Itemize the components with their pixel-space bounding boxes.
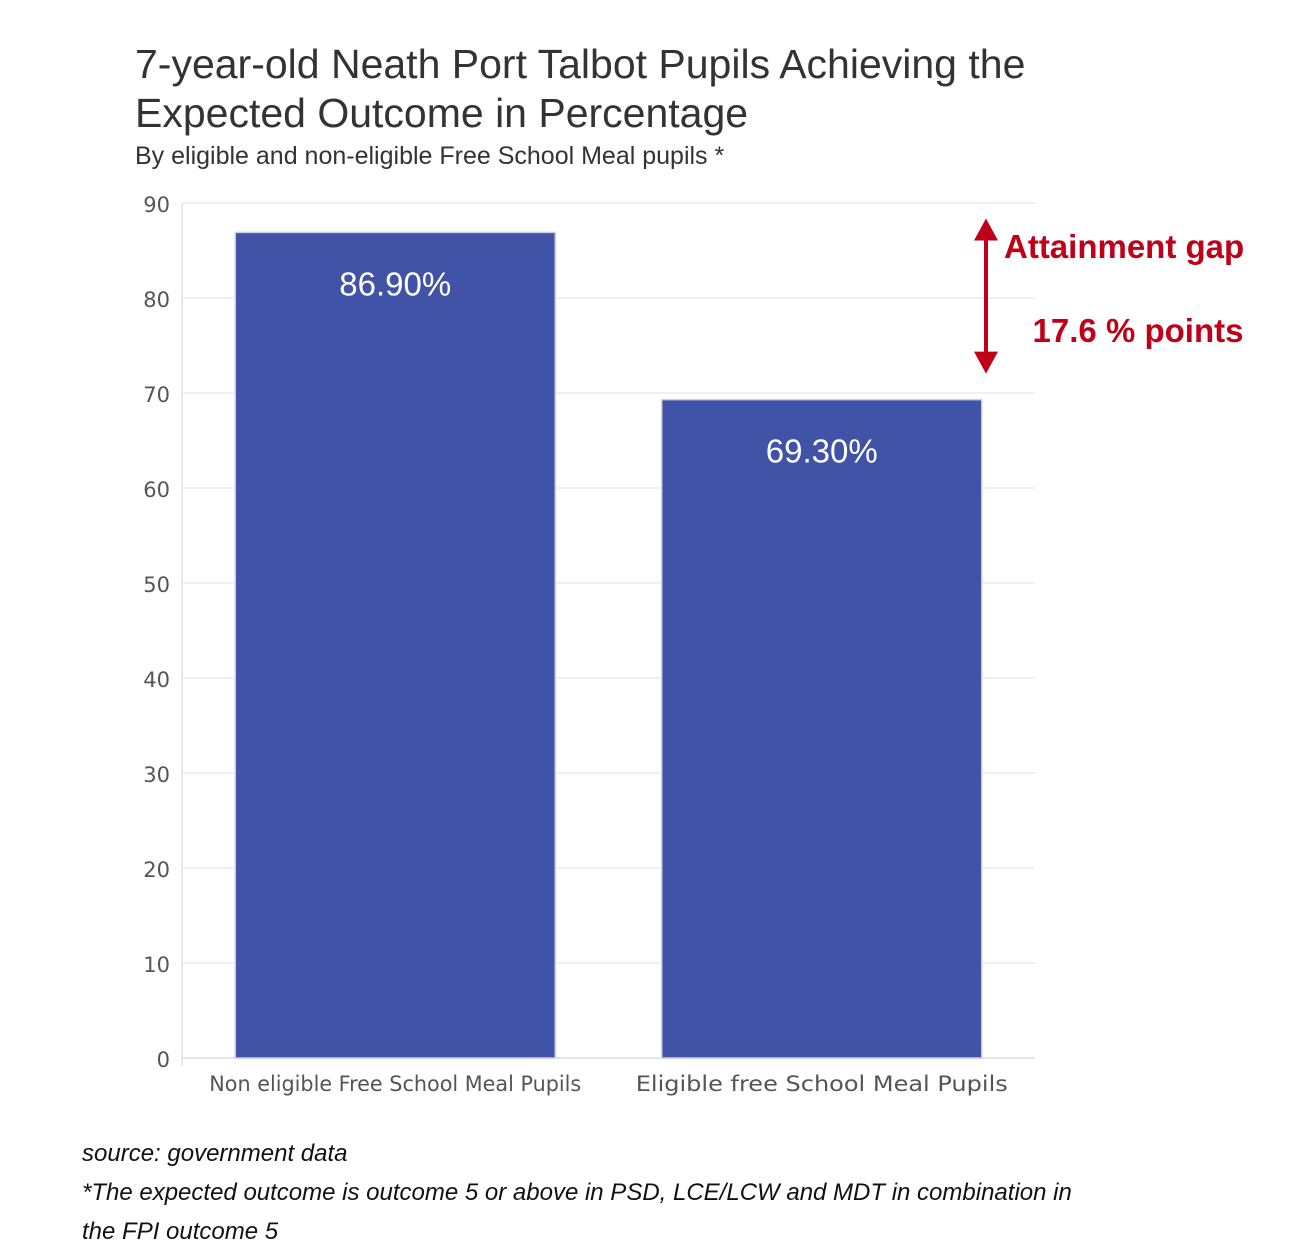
- footnote-line-1: *The expected outcome is outcome 5 or ab…: [82, 1179, 1072, 1206]
- y-tick-label: 60: [143, 478, 170, 502]
- bar-data-label: 69.30%: [766, 433, 878, 470]
- y-tick-label: 30: [143, 763, 170, 787]
- y-tick-label: 20: [143, 858, 170, 882]
- footnote-line-2: the FPI outcome 5: [82, 1218, 279, 1245]
- x-tick-label: Eligible free School Meal Pupils: [636, 1072, 1008, 1096]
- chart-title: 7-year-old Neath Port Talbot Pupils Achi…: [135, 41, 1026, 136]
- gap-arrow-head-up: [974, 218, 998, 241]
- gap-arrow-head-down: [974, 351, 998, 374]
- y-tick-label: 10: [143, 953, 170, 977]
- gap-annotation-label: Attainment gap: [1004, 228, 1244, 265]
- y-tick-label: 80: [143, 288, 170, 312]
- source-note: source: government data: [82, 1140, 348, 1167]
- bar: [661, 398, 983, 1059]
- y-tick-label: 0: [157, 1048, 170, 1072]
- y-tick-label: 70: [143, 383, 170, 407]
- chart-subtitle: By eligible and non-eligible Free School…: [135, 142, 725, 170]
- bar-data-label: 86.90%: [339, 265, 451, 302]
- gap-annotation-value: 17.6 % points: [1033, 312, 1244, 349]
- y-tick-label: 40: [143, 668, 170, 692]
- y-tick-label: 90: [143, 193, 170, 217]
- y-tick-label: 50: [143, 573, 170, 597]
- x-tick-label: Non eligible Free School Meal Pupils: [209, 1072, 581, 1096]
- bar: [234, 231, 556, 1059]
